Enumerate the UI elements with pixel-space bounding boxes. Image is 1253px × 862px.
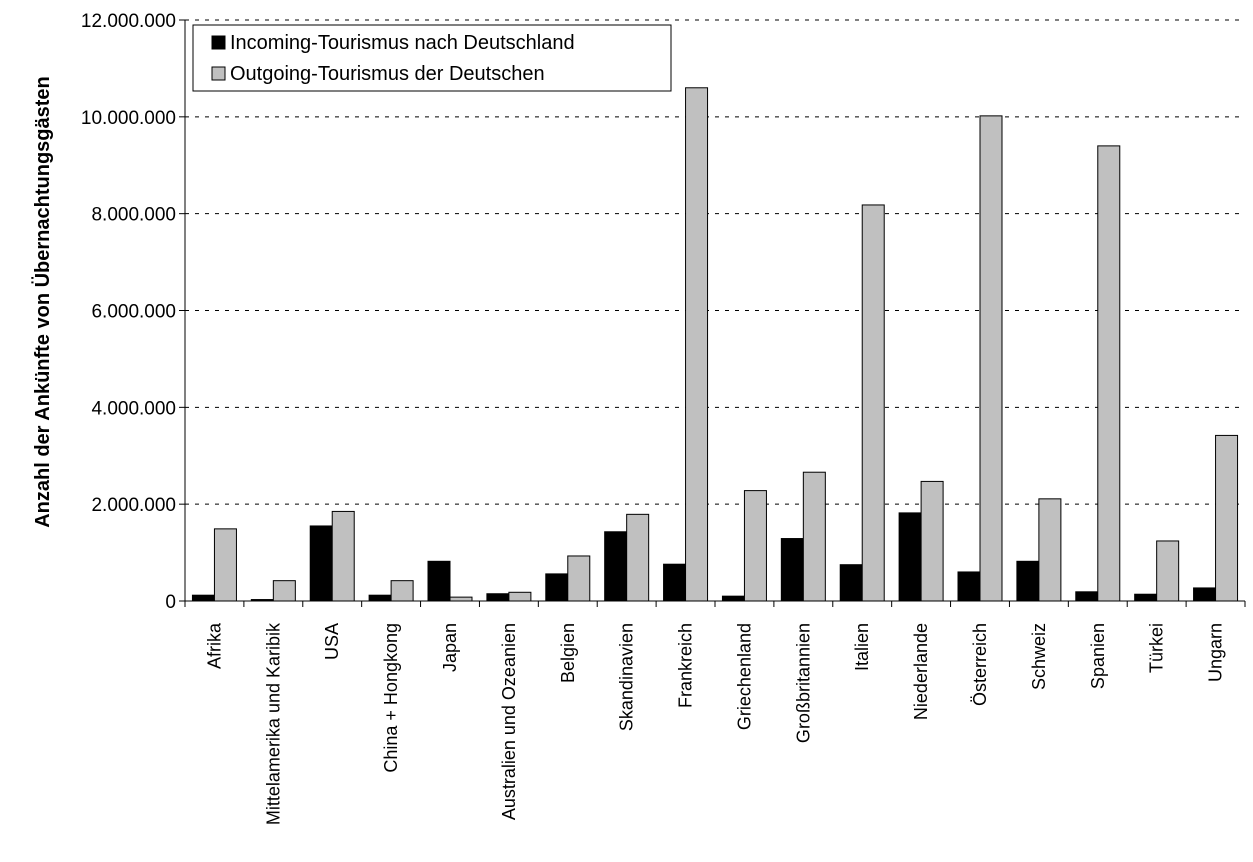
bar-incoming [309,525,333,602]
legend-swatch-incoming [211,35,226,50]
bar-outgoing [802,471,826,602]
bar-outgoing [1097,145,1121,602]
y-tick-label: 4.000.000 [91,398,176,419]
bar-incoming [663,563,687,602]
bar-outgoing [1156,540,1180,602]
bar-incoming [957,571,981,602]
x-category-label: Italien [852,623,872,671]
x-category-label: Türkei [1147,623,1167,673]
bar-outgoing [626,513,650,602]
bar-outgoing [449,596,473,602]
legend: Incoming-Tourismus nach Deutschland Outg… [192,24,672,92]
bar-incoming [721,595,745,602]
bar-incoming [898,512,922,602]
bar-incoming [1075,591,1099,602]
y-axis-title: Anzahl der Ankünfte von Übernachtungsgäs… [31,76,54,528]
x-category-label: Australien und Ozeanien [499,623,519,820]
bar-incoming [1193,587,1217,602]
axes [179,19,1246,607]
bar-incoming [780,538,804,602]
y-tick-label: 6.000.000 [91,302,176,323]
y-tick-label: 2.000.000 [91,495,176,516]
x-category-label: Japan [440,623,460,672]
x-category-label: Griechenland [734,623,754,730]
y-tick-label: 12.000.000 [81,11,176,32]
bars [191,87,1239,602]
bar-outgoing [920,480,944,602]
x-category-label: USA [322,623,342,660]
legend-label-incoming: Incoming-Tourismus nach Deutschland [230,32,575,54]
x-category-label: Schweiz [1029,623,1049,690]
bar-outgoing [743,490,767,602]
bar-incoming [839,564,863,602]
x-category-label: Mittelamerika und Karibik [263,622,283,825]
bar-incoming [545,573,569,602]
x-category-label: Großbritannien [793,623,813,743]
bar-incoming [368,594,392,602]
bar-incoming [1134,593,1158,602]
bar-outgoing [1215,434,1239,602]
x-category-label: Ungarn [1206,623,1226,682]
x-category-label: Skandinavien [617,623,637,731]
bar-outgoing [685,87,709,602]
y-tick-label: 10.000.000 [81,108,176,129]
bar-outgoing [1038,498,1062,602]
bar-incoming [191,594,215,602]
bar-incoming [427,560,451,602]
x-category-label: Niederlande [911,623,931,720]
x-category-label: Spanien [1088,623,1108,689]
x-category-label: Österreich [970,623,990,706]
bar-outgoing [567,555,591,602]
bar-incoming [604,531,628,602]
bar-incoming [486,593,510,602]
x-category-label: Belgien [558,623,578,683]
bar-incoming [1016,560,1040,602]
x-category-label: Frankreich [676,623,696,708]
bar-outgoing [979,115,1003,602]
bar-outgoing [390,580,414,602]
legend-swatch-outgoing [211,66,226,81]
y-tick-label: 8.000.000 [91,205,176,226]
bar-outgoing [272,580,296,602]
x-category-label: Afrika [204,622,224,669]
legend-label-outgoing: Outgoing-Tourismus der Deutschen [230,63,545,85]
bar-outgoing [508,591,532,602]
bar-outgoing [861,204,885,602]
labels: 0 2.000.000 4.000.000 6.000.000 8.000.000 10.… [81,11,1226,825]
gridlines [185,19,1245,505]
bar-outgoing [331,510,355,602]
x-category-label: China + Hongkong [381,623,401,773]
y-tick-label: 0 [165,592,176,613]
legend-box [192,24,672,92]
bar-outgoing [213,528,237,602]
